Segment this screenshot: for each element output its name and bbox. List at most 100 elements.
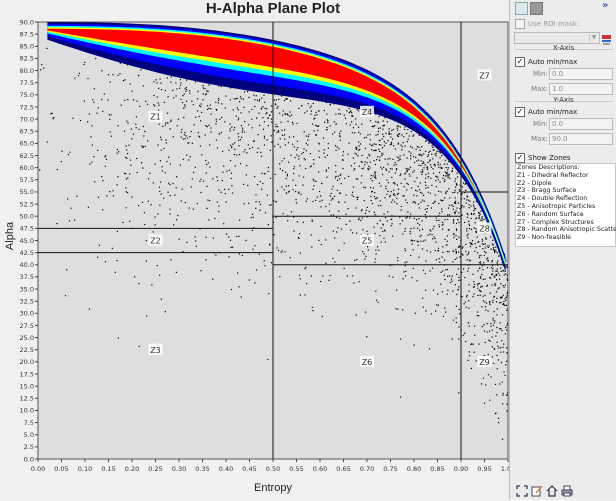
scatter-point [418, 146, 420, 148]
scatter-point [261, 97, 263, 99]
scatter-point [160, 136, 162, 138]
scatter-point [320, 280, 322, 283]
scatter-point [506, 292, 508, 294]
scatter-point [432, 202, 434, 204]
scatter-point [480, 383, 483, 385]
scatter-point [495, 274, 497, 276]
scatter-point [506, 394, 508, 396]
scatter-point [403, 271, 405, 273]
scatter-point [374, 198, 376, 200]
scatter-point [146, 315, 148, 317]
y-min-field[interactable]: 0.0 [549, 118, 613, 130]
scatter-point [252, 213, 254, 215]
scatter-point [440, 271, 442, 273]
scatter-point [394, 201, 396, 203]
stop-icon[interactable] [530, 2, 543, 15]
scatter-point [363, 253, 365, 255]
scatter-point [496, 314, 498, 316]
scatter-point [484, 278, 486, 280]
y-max-field[interactable]: 90.0 [549, 133, 613, 145]
scatter-point [489, 302, 491, 304]
scatter-point [330, 214, 332, 216]
scatter-point [360, 161, 362, 163]
scatter-point [462, 254, 464, 256]
scatter-point [396, 134, 398, 136]
scatter-point [267, 166, 269, 169]
scatter-point [462, 246, 464, 248]
use-roi-mask-checkbox[interactable] [515, 19, 525, 29]
scatter-point [441, 200, 443, 202]
y-auto-row[interactable]: ✓ Auto min/max [515, 107, 577, 117]
x-auto-checkbox[interactable]: ✓ [515, 57, 525, 67]
scatter-point [446, 293, 448, 295]
show-zones-checkbox[interactable]: ✓ [515, 153, 525, 163]
scatter-point [397, 160, 399, 162]
scatter-point [91, 144, 93, 146]
zoom-all-icon[interactable] [516, 482, 528, 497]
scatter-point [397, 143, 399, 145]
scatter-point [271, 141, 273, 143]
scatter-point [123, 172, 126, 174]
zone-label: Z6 [362, 358, 373, 367]
refresh-icon[interactable] [515, 2, 528, 15]
scatter-point [464, 332, 466, 334]
scatter-point [346, 275, 348, 277]
scatter-point [102, 209, 104, 211]
scatter-point [403, 154, 405, 156]
scatter-point [445, 166, 447, 169]
collapse-icon[interactable]: » [602, 0, 609, 11]
scatter-point [496, 279, 498, 281]
scatter-point [293, 166, 295, 168]
scatter-point [438, 224, 440, 226]
plot-area[interactable]: Z1 Z2 Z3 Z4 Z5 Z6 Z7 Z8 Z9 0.00 0.05 0.10 0.15 0.20 0… [0, 0, 510, 499]
scatter-point [130, 164, 132, 166]
scatter-point [438, 166, 440, 168]
scatter-point [506, 274, 508, 276]
scatter-point [117, 125, 119, 127]
scatter-point [505, 299, 507, 301]
home-icon[interactable] [546, 482, 558, 497]
scatter-point [375, 113, 377, 115]
scatter-point [425, 140, 427, 142]
scatter-point [366, 336, 368, 338]
scatter-point [339, 132, 341, 134]
scatter-point [201, 111, 203, 113]
scatter-point [397, 260, 399, 262]
scatter-point [483, 402, 486, 404]
x-auto-row[interactable]: ✓ Auto min/max [515, 57, 577, 67]
scatter-point [281, 250, 283, 252]
scatter-point [366, 157, 369, 159]
scatter-point [358, 149, 360, 151]
edit-icon[interactable] [531, 482, 543, 497]
zone-label: Z7 [479, 71, 490, 80]
scatter-point [179, 84, 182, 86]
scatter-point [135, 123, 137, 125]
scatter-point [98, 244, 100, 246]
scatter-point [285, 178, 287, 180]
scatter-point [254, 99, 256, 101]
show-zones-row[interactable]: ✓ Show Zones [515, 153, 571, 163]
scatter-point [295, 199, 297, 201]
scatter-point [453, 236, 455, 238]
scatter-point [503, 274, 505, 276]
y-auto-checkbox[interactable]: ✓ [515, 107, 525, 117]
roi-mask-select[interactable]: ▼ [514, 32, 600, 44]
roi-mask-icon[interactable] [601, 31, 612, 45]
scatter-point [93, 156, 95, 158]
scatter-point [243, 203, 245, 205]
x-min-field[interactable]: 0.0 [549, 68, 613, 80]
use-roi-mask-row[interactable]: Use ROI mask: [515, 19, 579, 29]
scatter-point [318, 110, 320, 112]
scatter-point [163, 148, 165, 150]
x-max-field[interactable]: 1.0 [549, 83, 613, 95]
scatter-point [363, 186, 365, 188]
print-icon[interactable] [561, 482, 573, 497]
y-tick-label: 47.5 [20, 225, 34, 233]
scatter-point [215, 101, 217, 103]
scatter-point [484, 251, 486, 253]
scatter-point [360, 210, 363, 212]
scatter-point [461, 271, 463, 273]
scatter-point [399, 174, 401, 177]
scatter-point [493, 246, 495, 249]
